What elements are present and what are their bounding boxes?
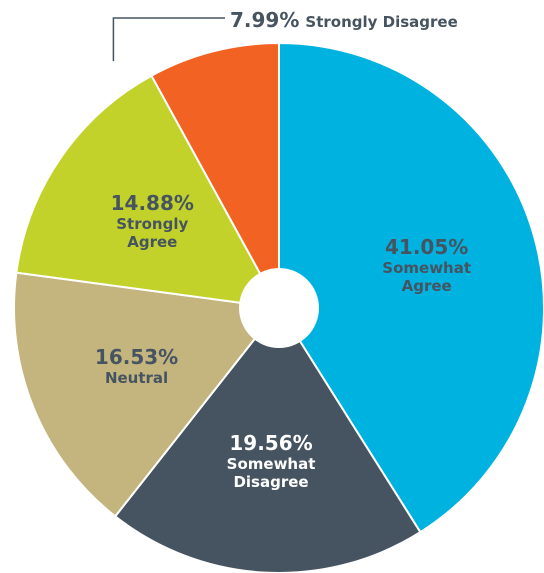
slice-name: Neutral xyxy=(104,368,169,387)
donut-hole xyxy=(239,268,319,348)
pie-slice xyxy=(150,41,280,309)
pie-slice xyxy=(13,271,281,518)
slice-value: 7.99% xyxy=(230,8,300,32)
slice-label: 19.56% Somewhat Disagree xyxy=(201,431,341,491)
slice-label: 41.05% Somewhat Agree xyxy=(357,235,497,295)
slice-value: 16.53% xyxy=(94,344,179,369)
slice-value: 19.56% xyxy=(229,431,313,456)
slice-label: 7.99% Strongly Disagree xyxy=(230,8,458,32)
slice-name: Strongly Agree xyxy=(116,215,189,252)
slice-value: 14.88% xyxy=(110,191,194,216)
slice-label: 16.53% Neutral xyxy=(67,345,207,387)
slice-name: Somewhat Disagree xyxy=(226,455,316,492)
leader-line xyxy=(112,17,225,62)
slice-name: Somewhat Agree xyxy=(382,259,472,296)
pie-slice xyxy=(278,41,544,534)
slice-label: 14.88% Strongly Agree xyxy=(82,191,222,251)
slice-value: 41.05% xyxy=(385,235,469,260)
slice-name: Strongly Disagree xyxy=(305,13,458,31)
pie-slice xyxy=(15,74,281,310)
